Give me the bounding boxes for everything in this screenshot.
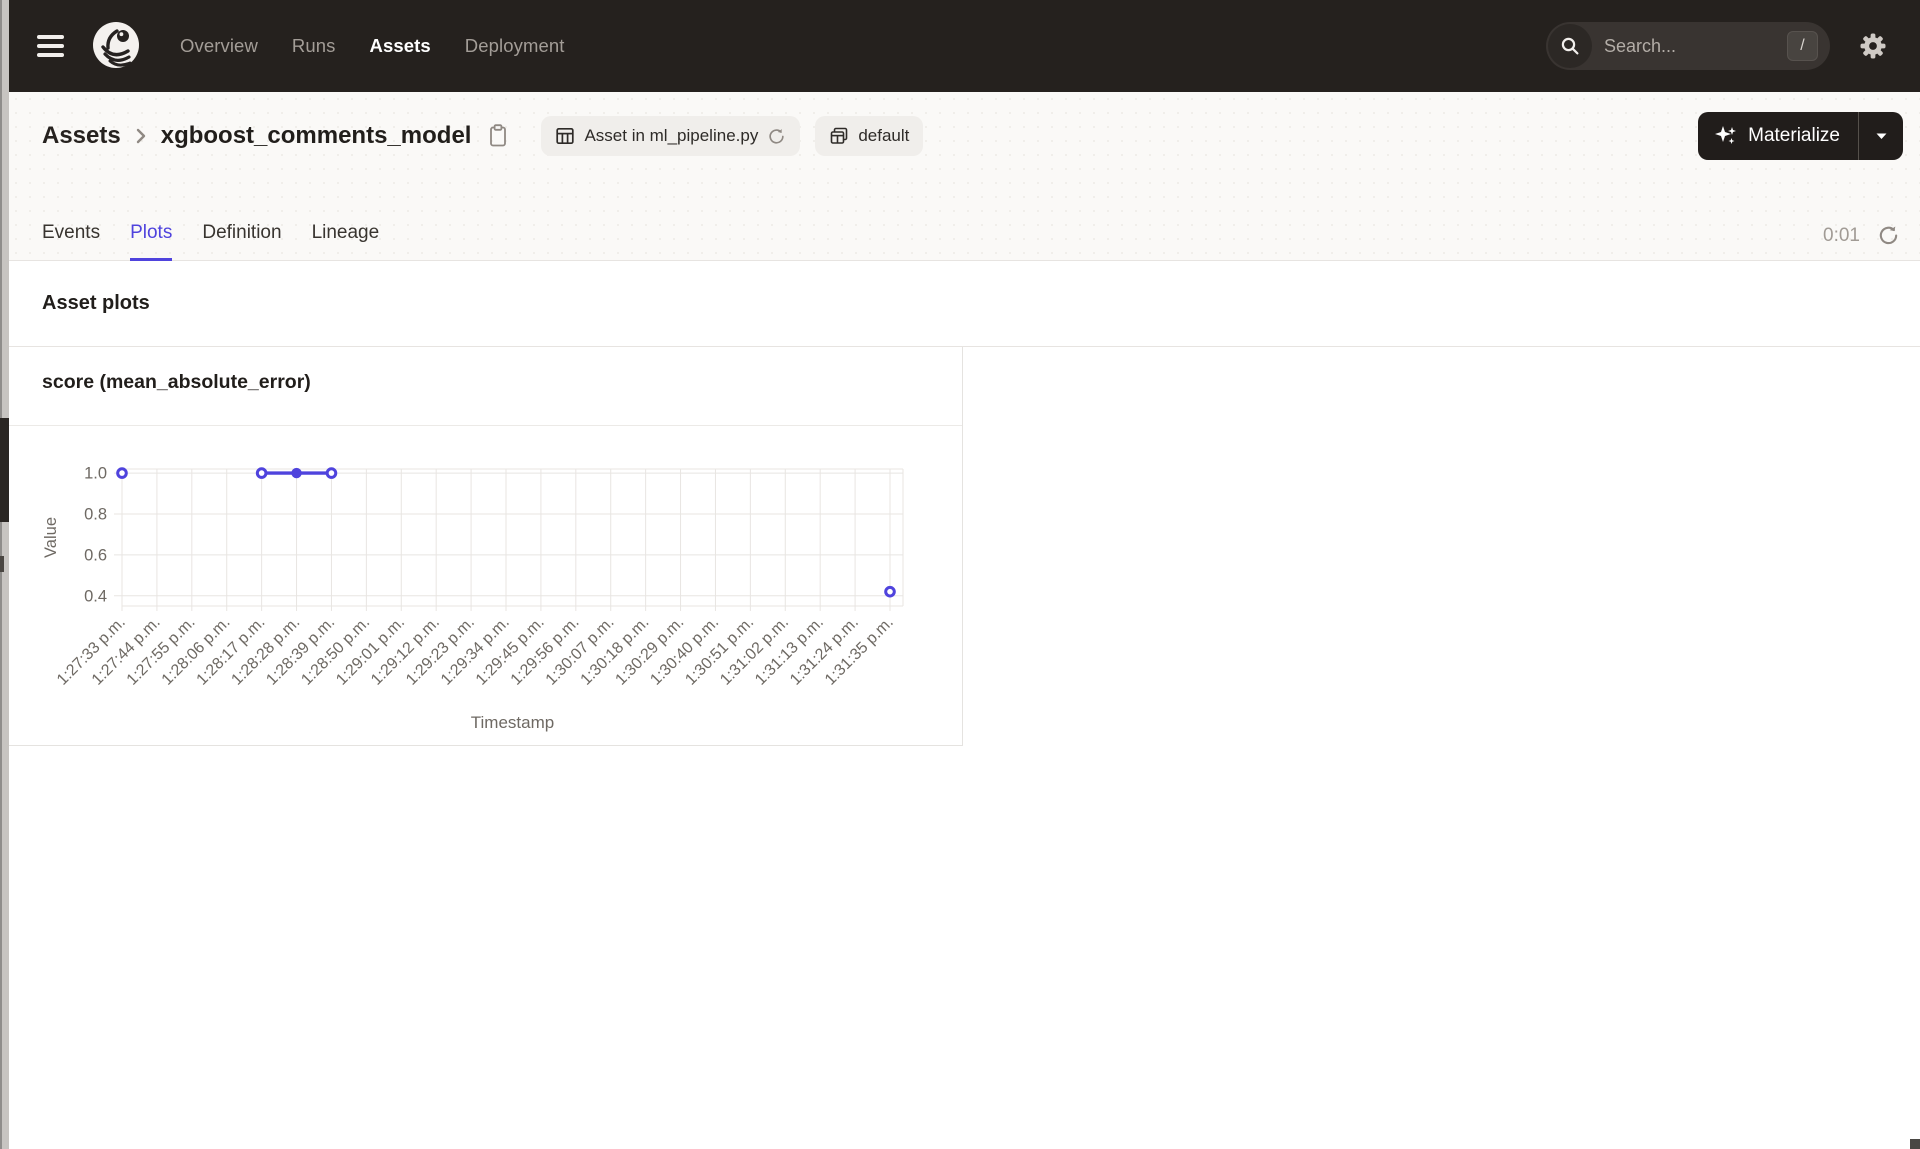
search-input[interactable]: [1592, 35, 1787, 57]
asset-definition-chip[interactable]: Asset in ml_pipeline.py: [541, 116, 801, 156]
window-edge-artifact-dark: [0, 418, 9, 522]
group-chip-label: default: [858, 126, 910, 145]
top-navigation-bar: Overview Runs Assets Deployment /: [9, 0, 1920, 92]
svg-text:0.8: 0.8: [84, 505, 107, 523]
asset-plot-chart[interactable]: 1:27:33 p.m. 1:27:44 p.m. 1:27:55 p.m. 1:28…: [9, 440, 962, 740]
asset-name: xgboost_comments_model: [160, 122, 472, 149]
nav-link-overview[interactable]: Overview: [180, 35, 258, 56]
materialize-dropdown-button[interactable]: [1859, 112, 1903, 160]
group-chip-default[interactable]: default: [815, 116, 924, 156]
dagster-logo-icon[interactable]: [90, 20, 142, 72]
materialize-split-button: Materialize: [1698, 112, 1903, 160]
menu-icon[interactable]: [37, 35, 64, 57]
svg-text:Value: Value: [42, 517, 60, 558]
svg-text:1.0: 1.0: [84, 465, 107, 483]
svg-text:0.6: 0.6: [84, 546, 107, 564]
tab-events[interactable]: Events: [42, 222, 101, 243]
window-edge-artifact-hook: [0, 556, 4, 572]
nav-link-deployment[interactable]: Deployment: [464, 35, 565, 56]
breadcrumb: Assets xgboost_comments_model Asset in m…: [42, 112, 924, 160]
window-corner-artifact: [1910, 1139, 1920, 1149]
svg-text:0.4: 0.4: [84, 587, 107, 605]
plot-card: score (mean_absolute_error) 1:27:33 p.m.…: [9, 347, 963, 746]
materialize-button[interactable]: Materialize: [1698, 112, 1858, 160]
chevron-down-icon: [1876, 133, 1886, 139]
gear-icon[interactable]: [1856, 29, 1890, 63]
table-icon: [556, 127, 575, 145]
refresh-icon[interactable]: [1877, 224, 1900, 247]
asset-tabs: Events Plots Definition Lineage: [42, 222, 379, 261]
copy-clipboard-icon[interactable]: [486, 123, 510, 149]
chevron-right-icon: [134, 126, 148, 146]
search-shortcut-badge: /: [1787, 31, 1818, 61]
refresh-status: 0:01: [1823, 224, 1900, 247]
asset-definition-label: Asset in ml_pipeline.py: [584, 126, 759, 145]
elapsed-timer: 0:01: [1823, 224, 1860, 246]
nav-links: Overview Runs Assets Deployment: [180, 35, 565, 57]
svg-text:Timestamp: Timestamp: [471, 713, 554, 732]
breadcrumb-assets-link[interactable]: Assets: [42, 122, 121, 149]
section-title: Asset plots: [42, 292, 150, 314]
asset-plots-section-header: Asset plots: [9, 261, 1920, 347]
tab-lineage[interactable]: Lineage: [311, 222, 380, 243]
search-box[interactable]: /: [1546, 22, 1830, 70]
materialize-label: Materialize: [1748, 125, 1840, 146]
nav-link-assets[interactable]: Assets: [369, 35, 431, 56]
nav-link-runs[interactable]: Runs: [291, 35, 336, 56]
plot-title: score (mean_absolute_error): [42, 371, 311, 393]
search-icon: [1548, 24, 1592, 68]
reload-icon[interactable]: [767, 127, 786, 146]
plot-title-divider: [9, 425, 962, 426]
tab-definition[interactable]: Definition: [202, 222, 282, 243]
window-edge-artifact: [0, 0, 9, 1149]
sparkles-icon: [1715, 126, 1737, 144]
tab-plots[interactable]: Plots: [130, 222, 173, 261]
table-group-icon: [831, 127, 848, 144]
asset-header: Assets xgboost_comments_model Asset in m…: [9, 92, 1920, 261]
